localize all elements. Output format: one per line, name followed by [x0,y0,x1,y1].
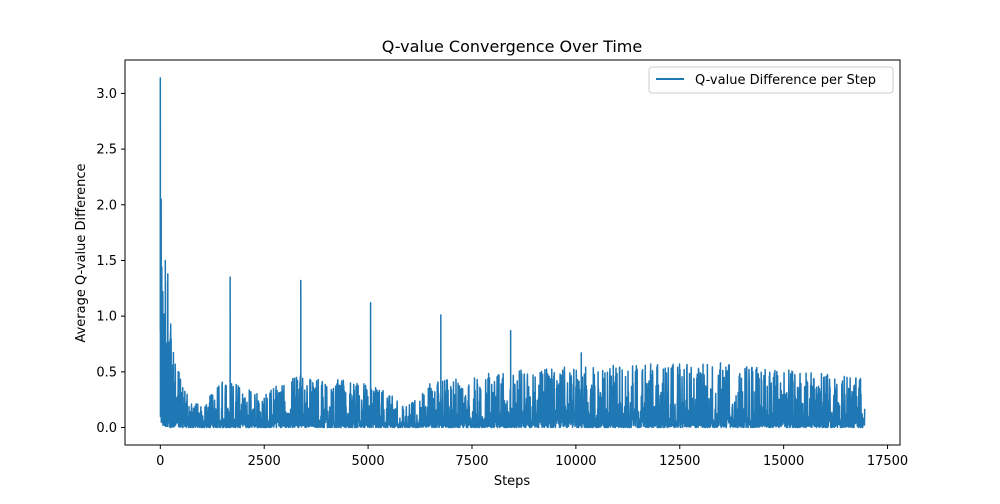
y-axis: 0.0 0.5 1.0 1.5 2.0 2.5 3.0 [96,87,125,436]
legend: Q-value Difference per Step [648,66,894,94]
y-tick-label: 3.0 [96,87,117,102]
x-tick-label: 17500 [867,454,908,469]
plot-area [159,77,866,429]
chart-title: Q-value Convergence Over Time [382,37,642,56]
x-tick-label: 12500 [659,454,700,469]
x-axis: 0 2500 5000 7500 10000 12500 15000 17500 [156,445,908,469]
y-axis-label: Average Q-value Difference [74,163,89,342]
y-tick-label: 1.5 [96,254,117,269]
x-tick-label: 5000 [352,454,385,469]
y-tick-label: 2.0 [96,198,117,213]
x-tick-label: 2500 [248,454,281,469]
y-tick-label: 0.0 [96,421,117,436]
axes-frame [124,59,901,446]
legend-box [648,66,894,94]
y-tick-label: 2.5 [96,143,117,158]
x-axis-label: Steps [494,474,531,489]
series-line-q-value-difference [159,77,866,429]
y-tick-label: 1.0 [96,310,117,325]
x-tick-label: 7500 [455,454,488,469]
x-tick-label: 0 [156,454,164,469]
x-tick-label: 10000 [555,454,596,469]
y-tick-label: 0.5 [96,365,117,380]
legend-label: Q-value Difference per Step [695,73,876,88]
x-tick-label: 15000 [763,454,804,469]
